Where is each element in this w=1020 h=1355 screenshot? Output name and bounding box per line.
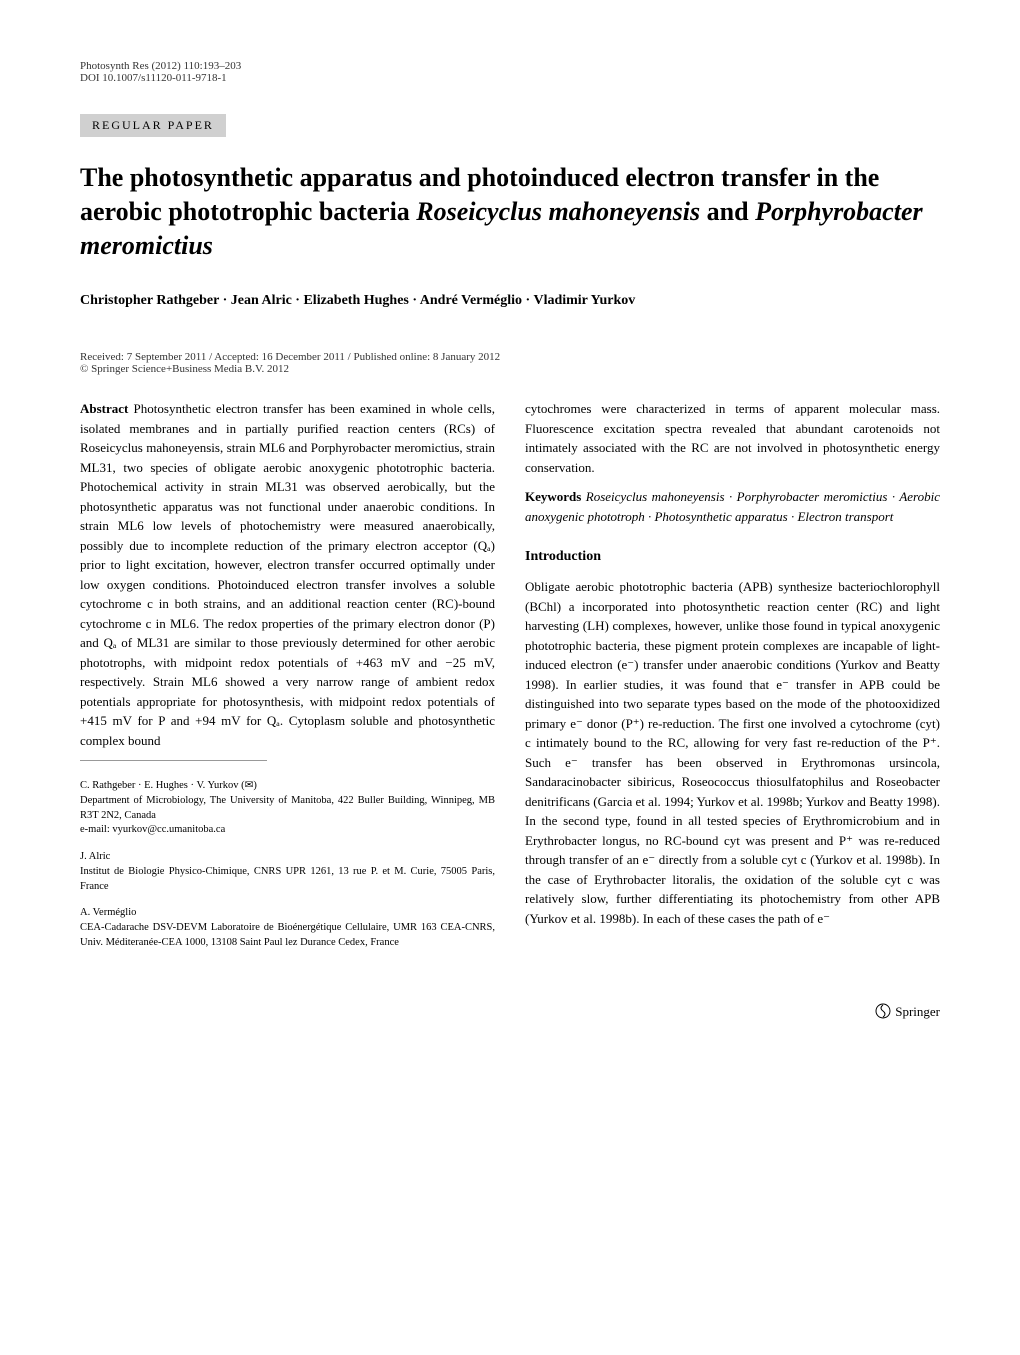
affiliation-names: J. Alric [80, 850, 495, 865]
affiliation-address: Department of Microbiology, The Universi… [80, 794, 495, 823]
paper-type-label: REGULAR PAPER [80, 114, 226, 137]
abstract-label: Abstract [80, 401, 128, 416]
abstract-text-left: Photosynthetic electron transfer has bee… [80, 401, 495, 748]
abstract-continued: cytochromes were characterized in terms … [525, 399, 940, 477]
journal-citation: Photosynth Res (2012) 110:193–203 [80, 60, 241, 72]
journal-header: Photosynth Res (2012) 110:193–203 DOI 10… [80, 60, 940, 84]
introduction-heading: Introduction [525, 546, 940, 567]
page-footer: Springer [80, 1002, 940, 1024]
affiliation-item: J. Alric Institut de Biologie Physico-Ch… [80, 850, 495, 894]
affiliation-item: A. Verméglio CEA-Cadarache DSV-DEVM Labo… [80, 906, 495, 950]
left-column: Abstract Photosynthetic electron transfe… [80, 399, 495, 962]
keywords-text: Roseicyclus mahoneyensis · Porphyrobacte… [525, 489, 940, 524]
abstract-paragraph: Abstract Photosynthetic electron transfe… [80, 399, 495, 750]
right-column: cytochromes were characterized in terms … [525, 399, 940, 962]
keywords-paragraph: Keywords Roseicyclus mahoneyensis · Porp… [525, 487, 940, 526]
affiliation-names: A. Verméglio [80, 906, 495, 921]
affiliation-item: C. Rathgeber · E. Hughes · V. Yurkov (✉)… [80, 779, 495, 838]
author-list: Christopher Rathgeber · Jean Alric · Eli… [80, 290, 940, 311]
title-segment: and [700, 197, 755, 226]
copyright-line: © Springer Science+Business Media B.V. 2… [80, 363, 940, 375]
publisher-name: Springer [895, 1004, 940, 1019]
publication-dates: Received: 7 September 2011 / Accepted: 1… [80, 351, 940, 375]
affiliation-email: e-mail: vyurkov@cc.umanitoba.ca [80, 823, 495, 838]
keywords-label: Keywords [525, 489, 581, 504]
two-column-body: Abstract Photosynthetic electron transfe… [80, 399, 940, 962]
affiliation-address: Institut de Biologie Physico-Chimique, C… [80, 865, 495, 894]
affiliations-block: C. Rathgeber · E. Hughes · V. Yurkov (✉)… [80, 779, 495, 950]
affiliation-rule [80, 760, 267, 761]
introduction-text: Obligate aerobic phototrophic bacteria (… [525, 577, 940, 928]
affiliation-names: C. Rathgeber · E. Hughes · V. Yurkov (✉) [80, 779, 495, 794]
doi: DOI 10.1007/s11120-011-9718-1 [80, 72, 241, 84]
paper-title: The photosynthetic apparatus and photoin… [80, 161, 940, 262]
springer-logo-icon [874, 1002, 892, 1024]
received-accepted-line: Received: 7 September 2011 / Accepted: 1… [80, 351, 940, 363]
affiliation-address: CEA-Cadarache DSV-DEVM Laboratoire de Bi… [80, 921, 495, 950]
title-italic-species: Roseicyclus mahoneyensis [416, 197, 700, 226]
